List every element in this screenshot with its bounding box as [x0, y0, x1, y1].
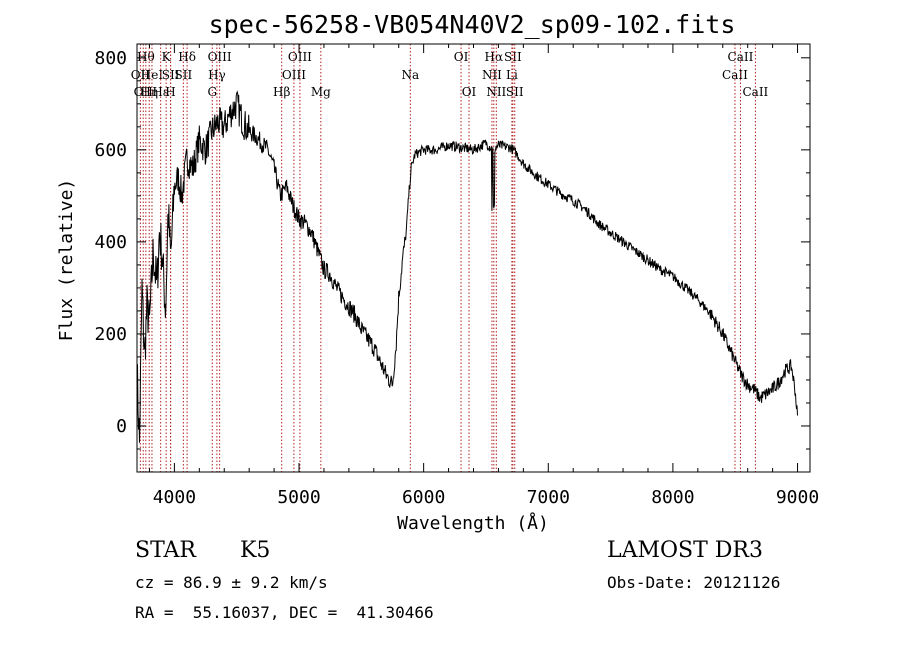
object-subclass: K5	[240, 538, 271, 563]
line-label-Hη: Hη	[140, 85, 158, 99]
line-label-OI: OI	[454, 50, 469, 64]
line-label-Hγ: Hγ	[208, 68, 226, 82]
line-label-G: G	[207, 85, 217, 99]
x-tick-label-8000: 8000	[651, 487, 694, 508]
plot-frame	[136, 43, 811, 473]
line-label-Hα: Hα	[485, 50, 504, 64]
spectral-line-markers: OIIOIIHθHηHeIHεKHSIIHδSIIGHγOIIIHβOIIIOI…	[131, 44, 769, 472]
line-label-NII: NII	[482, 68, 502, 82]
x-axis-ticks: 4000 5000 6000 7000 8000 9000	[148, 44, 819, 508]
line-label-CaII: CaII	[728, 50, 754, 64]
line-label-OIII: OIII	[282, 68, 306, 82]
line-label-Mg: Mg	[311, 85, 331, 99]
line-label-OIII: OIII	[288, 50, 312, 64]
line-label-NII: NII	[486, 85, 506, 99]
obs-date: Obs-Date: 20121126	[607, 573, 781, 592]
y-tick-label-400: 400	[94, 232, 127, 253]
line-label-Hθ: Hθ	[137, 50, 155, 64]
survey-name: LAMOST DR3	[607, 538, 763, 563]
chart-title: spec-56258-VB054N40V2_sp09-102.fits	[209, 10, 736, 39]
line-label-SII: SII	[504, 50, 522, 64]
line-label-Na: Na	[401, 68, 419, 82]
line-label-OII: OII	[131, 68, 151, 82]
y-tick-label-0: 0	[116, 416, 127, 437]
y-axis-ticks: 0 200 400 600 800	[94, 48, 810, 473]
object-class: STAR	[135, 538, 196, 563]
line-label-SII: SII	[506, 85, 524, 99]
line-label-Hβ: Hβ	[273, 85, 290, 99]
line-label-OII: OII	[134, 85, 154, 99]
y-tick-label-200: 200	[94, 324, 127, 345]
line-label-HeI: HeI	[141, 68, 164, 82]
redshift-cz: cz = 86.9 ± 9.2 km/s	[135, 573, 328, 592]
x-tick-label-6000: 6000	[402, 487, 445, 508]
line-label-CaII: CaII	[742, 85, 768, 99]
line-label-OI: OI	[462, 85, 477, 99]
line-label-Li: Li	[506, 68, 518, 82]
spectrum-line	[136, 90, 798, 443]
line-label-K: K	[162, 50, 172, 64]
line-label-CaII: CaII	[722, 68, 748, 82]
y-tick-label-600: 600	[94, 140, 127, 161]
line-label-OIII: OIII	[208, 50, 232, 64]
line-label-SII: SII	[175, 68, 193, 82]
spectrum-chart: spec-56258-VB054N40V2_sp09-102.fits OII O…	[56, 10, 819, 534]
line-label-Hε: Hε	[152, 85, 169, 99]
line-label-Hδ: Hδ	[178, 50, 196, 64]
x-tick-label-4000: 4000	[153, 487, 196, 508]
line-label-SII: SII	[162, 68, 180, 82]
y-tick-label-800: 800	[94, 48, 127, 69]
x-axis-label: Wavelength (Å)	[397, 512, 549, 534]
x-tick-label-5000: 5000	[277, 487, 320, 508]
line-label-H: H	[165, 85, 175, 99]
ra-dec: RA = 55.16037, DEC = 41.30466	[135, 603, 434, 622]
y-axis-label: Flux (relative)	[56, 179, 77, 342]
x-tick-label-7000: 7000	[527, 487, 570, 508]
x-tick-label-9000: 9000	[776, 487, 819, 508]
